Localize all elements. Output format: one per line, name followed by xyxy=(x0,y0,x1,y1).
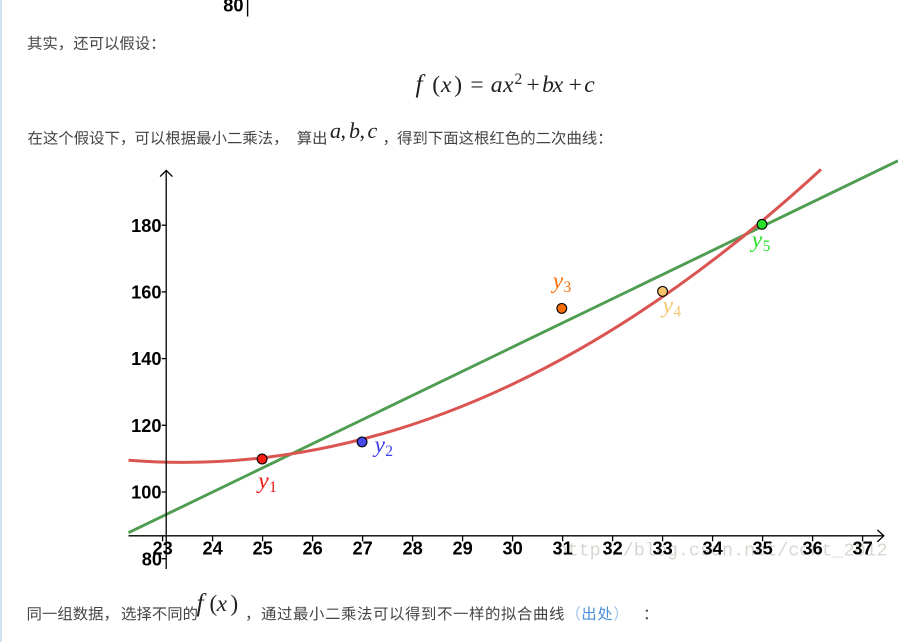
svg-text:24: 24 xyxy=(202,539,223,559)
svg-text:,: , xyxy=(341,118,347,143)
svg-text:x: x xyxy=(502,72,514,98)
svg-text:a: a xyxy=(330,118,341,143)
svg-text:(: ( xyxy=(210,591,218,616)
svg-text:(: ( xyxy=(432,72,440,98)
svg-text:=: = xyxy=(470,72,483,98)
svg-text:+: + xyxy=(527,72,540,98)
svg-text:100: 100 xyxy=(131,483,161,503)
svg-text:c: c xyxy=(368,118,378,143)
svg-text:+: + xyxy=(569,72,582,98)
svg-text:180: 180 xyxy=(131,216,161,236)
svg-text:x: x xyxy=(440,72,452,98)
svg-text:34: 34 xyxy=(702,539,723,559)
svg-text:4: 4 xyxy=(673,304,681,321)
svg-text:x: x xyxy=(216,591,228,616)
svg-text:36: 36 xyxy=(802,539,822,559)
svg-text:b: b xyxy=(349,118,360,143)
svg-text:27: 27 xyxy=(352,539,372,559)
svg-text:35: 35 xyxy=(752,539,772,559)
svg-text:28: 28 xyxy=(402,539,422,559)
svg-text:140: 140 xyxy=(131,349,161,369)
svg-text:b: b xyxy=(542,72,554,98)
svg-text:http://blog.csdn.net/ccnt_2012: http://blog.csdn.net/ccnt_2012 xyxy=(557,541,888,562)
svg-text:f: f xyxy=(416,69,427,98)
svg-text:26: 26 xyxy=(302,539,322,559)
svg-text:): ) xyxy=(231,591,239,616)
svg-text:32: 32 xyxy=(602,539,622,559)
svg-text:80: 80 xyxy=(142,549,162,569)
svg-text:120: 120 xyxy=(131,416,161,436)
svg-text:37: 37 xyxy=(852,539,872,559)
svg-text:y: y xyxy=(373,432,386,458)
svg-text:80: 80 xyxy=(223,0,243,16)
svg-text:2: 2 xyxy=(385,443,393,460)
svg-text:2: 2 xyxy=(515,71,523,88)
svg-text:23: 23 xyxy=(152,539,172,559)
svg-text:160: 160 xyxy=(131,283,161,303)
svg-text:x: x xyxy=(552,72,564,98)
svg-text:1: 1 xyxy=(269,479,277,496)
svg-text:25: 25 xyxy=(252,539,272,559)
svg-text:y: y xyxy=(256,468,269,494)
svg-text:c: c xyxy=(584,72,595,98)
svg-text:y: y xyxy=(661,293,674,319)
svg-text:f: f xyxy=(197,588,208,617)
svg-text:33: 33 xyxy=(652,539,672,559)
svg-text:,: , xyxy=(360,118,366,143)
svg-text:31: 31 xyxy=(552,539,572,559)
svg-text:30: 30 xyxy=(502,539,522,559)
svg-text:3: 3 xyxy=(564,279,572,296)
svg-text:a: a xyxy=(491,72,503,98)
svg-text:y: y xyxy=(551,268,564,294)
svg-text:29: 29 xyxy=(452,539,472,559)
svg-text:y: y xyxy=(750,227,763,253)
svg-text:): ) xyxy=(454,72,462,98)
svg-text:5: 5 xyxy=(763,238,771,255)
